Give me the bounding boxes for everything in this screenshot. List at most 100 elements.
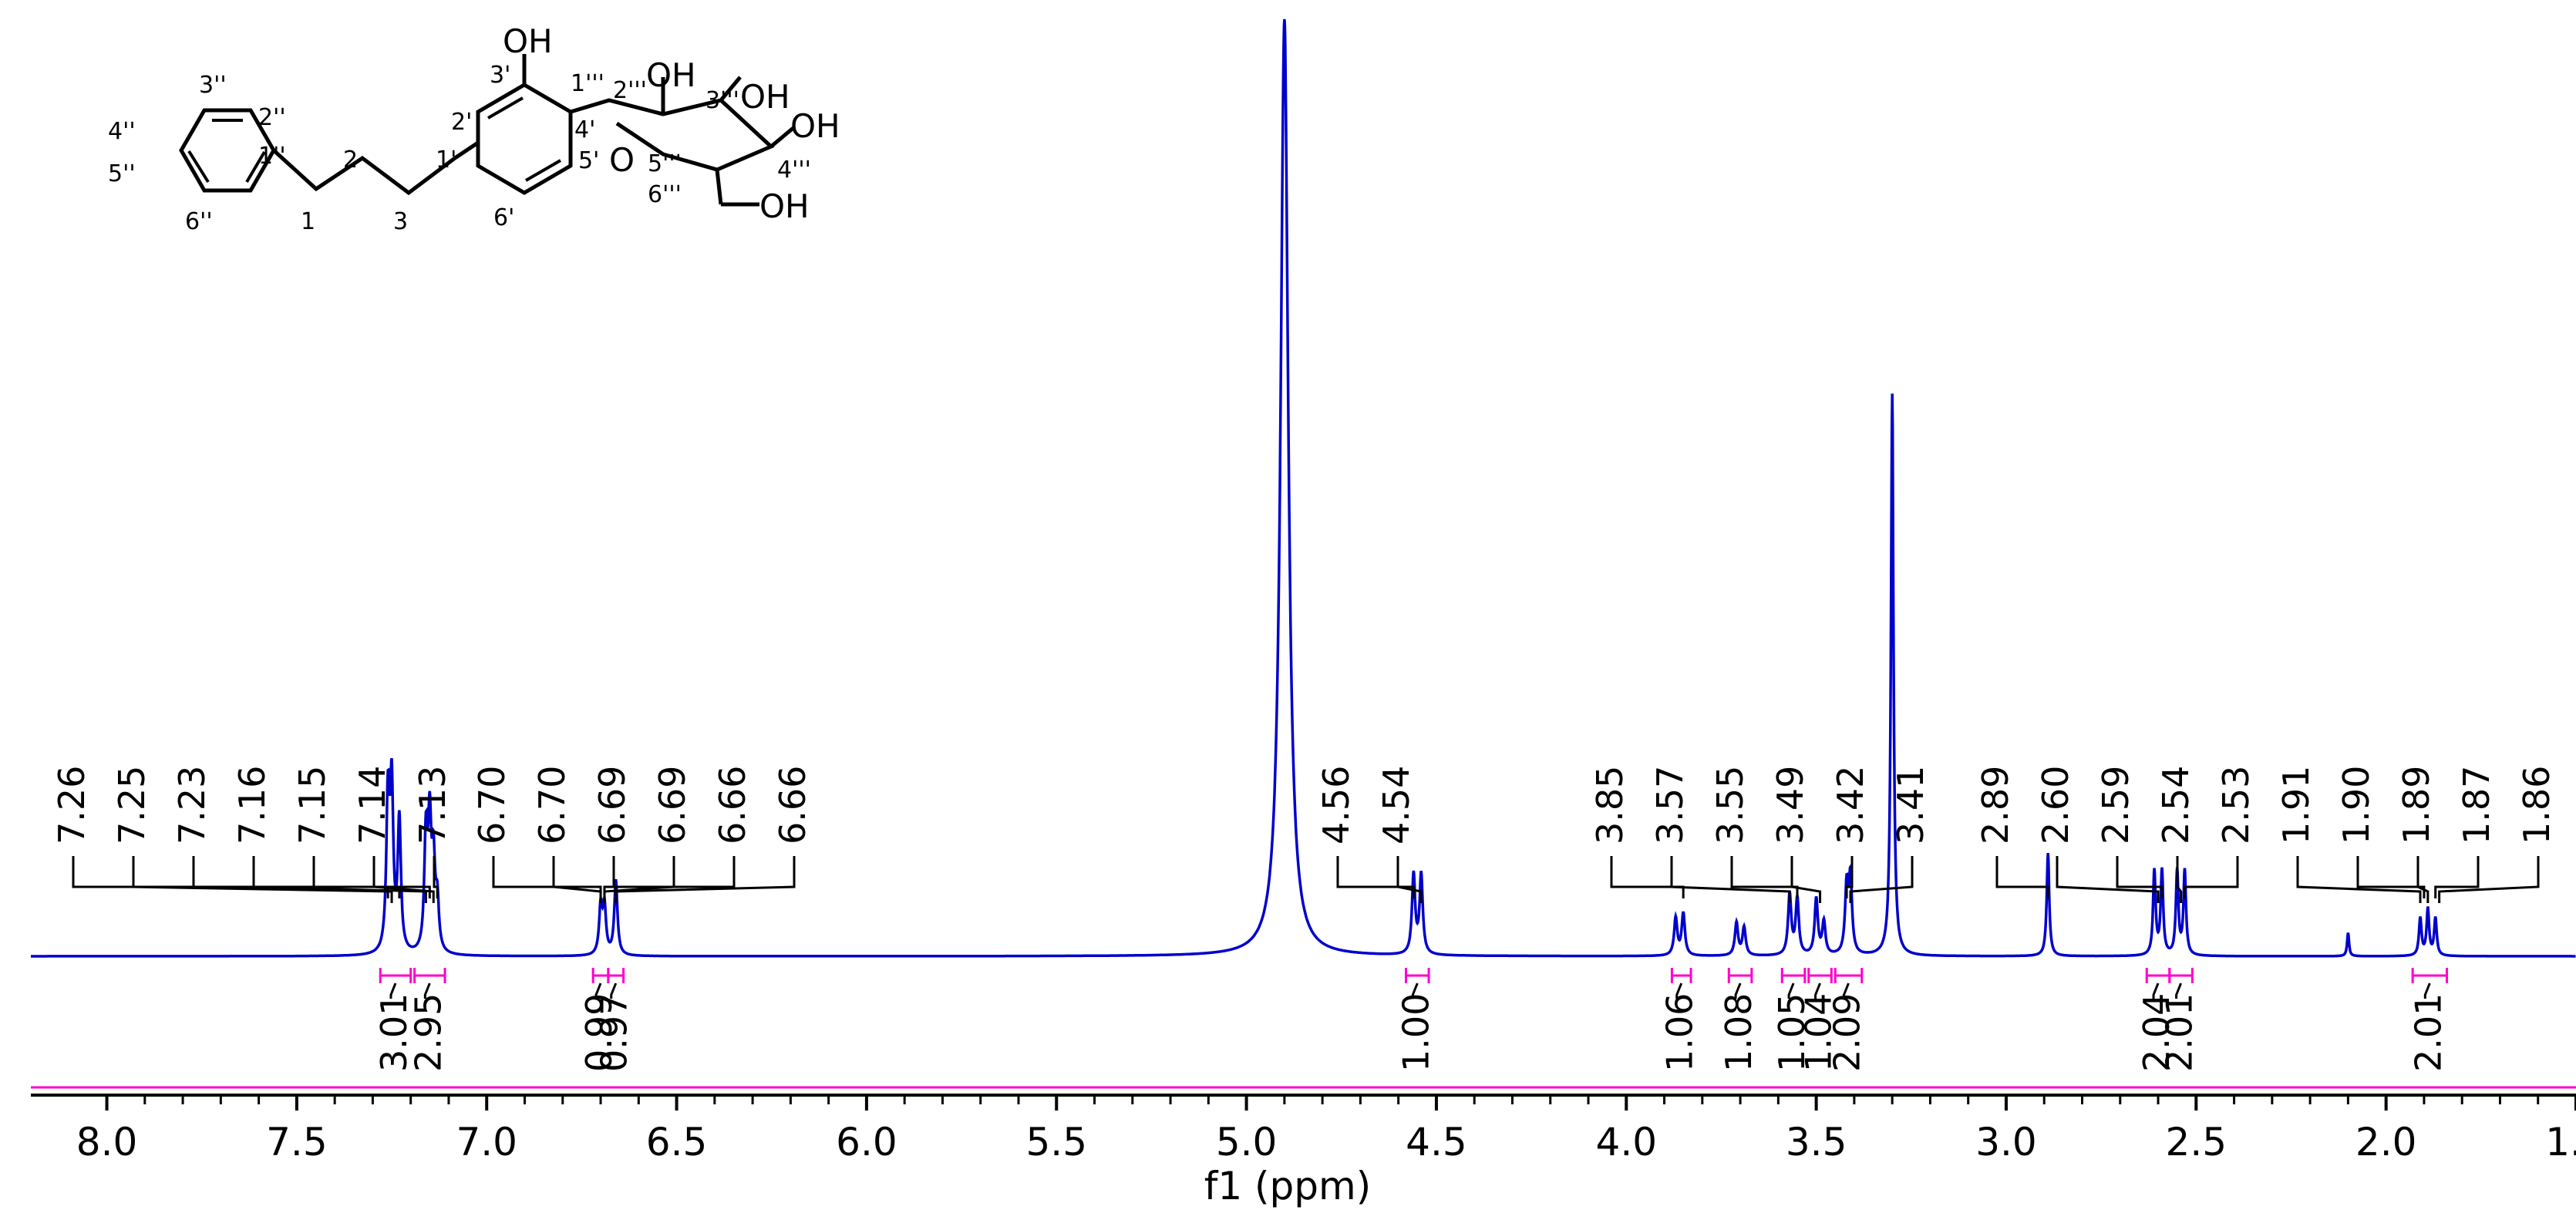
integral-label: 2.09 [1827, 993, 1868, 1072]
peak-label-leader [2416, 856, 2430, 903]
integral-leader [610, 982, 618, 999]
integral-label: 2.01 [2407, 993, 2449, 1072]
integral-label: 2.95 [407, 993, 449, 1072]
peak-label: 7.15 [291, 766, 333, 844]
x-tick-label: 7.5 [266, 1120, 328, 1164]
x-tick-label: 4.0 [1596, 1120, 1658, 1164]
atom-label: 3 [393, 208, 408, 235]
peak-label: 1.91 [2275, 766, 2317, 844]
integral-leader [423, 982, 431, 999]
integral-leader [594, 982, 602, 999]
peak-label: 6.69 [591, 766, 633, 844]
atom-label: 3' [490, 62, 510, 89]
peak-label-leader [2434, 856, 2480, 898]
peak-label-leader [1610, 856, 1685, 898]
peak-label-leader [132, 856, 393, 903]
atom-label: 5''' [648, 150, 682, 177]
peak-label-leader [1396, 856, 1423, 903]
x-tick-label: 1.5 [2545, 1120, 2576, 1164]
atom-label: 4'' [108, 118, 136, 145]
peak-label: 2.59 [2095, 766, 2137, 844]
integral-label: 2.04 [2136, 993, 2177, 1072]
peak-label-leader [312, 856, 431, 898]
peak-label: 6.66 [772, 766, 813, 844]
peak-label-leader [1336, 856, 1415, 898]
oh-label-3triple: OH [740, 78, 790, 116]
peak-label: 6.70 [531, 766, 573, 844]
peak-label-leader [433, 856, 439, 898]
peak-label: 3.41 [1890, 766, 1931, 844]
x-tick-label: 6.0 [836, 1120, 897, 1164]
atom-label: 6''' [648, 181, 682, 208]
integral-leader [1675, 982, 1683, 999]
atom-label: 2' [451, 109, 472, 136]
glucose-ring [570, 98, 775, 172]
peak-label: 4.56 [1315, 766, 1357, 844]
peak-label: 3.55 [1709, 766, 1751, 844]
peak-label-leader [1845, 856, 1854, 898]
integral-label: 3.01 [373, 993, 415, 1072]
atom-label: 1''' [571, 70, 604, 97]
peak-label: 6.66 [712, 766, 753, 844]
oh-label-3prime: OH [503, 22, 553, 60]
atom-label: 2'' [258, 104, 286, 131]
atom-label: 4''' [777, 157, 811, 184]
peak-label-leader [2438, 856, 2540, 903]
x-tick-label: 2.5 [2166, 1120, 2227, 1164]
peak-label-leader [603, 856, 675, 903]
integral-leader [1734, 982, 1742, 999]
peak-label: 1.90 [2335, 766, 2377, 844]
atom-label: 1'' [258, 143, 286, 170]
atom-label: 3''' [705, 87, 739, 114]
peak-label-leader [2296, 856, 2422, 903]
integral-label: 1.00 [1395, 993, 1436, 1072]
peak-label-leader [615, 856, 796, 903]
peak-label: 2.60 [2035, 766, 2076, 844]
ring-oxygen-label: O [609, 141, 635, 179]
peak-label-leader [1670, 856, 1791, 903]
phenol-ring [476, 83, 573, 195]
peak-label: 3.57 [1649, 766, 1691, 844]
x-tick-label: 6.5 [646, 1120, 708, 1164]
peak-label: 1.89 [2396, 766, 2437, 844]
oh-label-2triple: OH [646, 56, 696, 94]
peak-label-leader [1730, 856, 1799, 898]
atom-label: 3'' [199, 72, 227, 99]
peak-labels: 7.26 7.25 7.23 7.16 7.15 7.14 7.13 6.70 6.70 6.69… [51, 766, 2557, 903]
x-tick-label: 3.0 [1975, 1120, 2037, 1164]
peak-label: 7.13 [412, 766, 453, 844]
peak-label-leader [492, 856, 602, 898]
peak-label-leader [252, 856, 427, 903]
peak-label-leader [2184, 856, 2239, 898]
integral-label: 1.06 [1659, 993, 1701, 1072]
spectrum-line [31, 19, 2576, 958]
peak-label: 7.16 [231, 766, 273, 844]
x-tick-label: 8.0 [76, 1120, 138, 1164]
integral-label: 1.05 [1771, 993, 1813, 1072]
integral-leader [2423, 982, 2431, 999]
peak-label-leader [2176, 856, 2183, 903]
peak-label-leader [552, 856, 602, 903]
peak-label: 6.70 [471, 766, 513, 844]
molecule-structure: OH OH OH OH OH O 3'' 2'' 1'' 4'' 5'' 6''… [108, 22, 840, 235]
peak-label: 4.54 [1376, 766, 1417, 844]
integral-leader [2175, 982, 2182, 999]
x-tick-label: 5.5 [1025, 1120, 1087, 1164]
peak-label: 7.23 [171, 766, 213, 844]
integral-leader [2152, 982, 2160, 999]
peak-label-leader [2056, 856, 2160, 903]
peak-label: 2.53 [2215, 766, 2257, 844]
atom-label: 5' [578, 147, 599, 174]
atom-label: 6'' [185, 208, 213, 235]
peak-label: 2.89 [1975, 766, 2016, 844]
atom-label: 2 [343, 147, 358, 174]
x-axis: 8.0 7.5 7.0 6.5 6.0 5.5 5.0 4.5 4.0 3.5 3.0 2.5 2.0 1… [31, 1094, 2576, 1164]
peak-label: 7.26 [51, 766, 93, 844]
integral-leader [389, 982, 397, 999]
x-tick-label: 2.0 [2355, 1120, 2417, 1164]
integral-label: 2.01 [2159, 993, 2201, 1072]
integral-label: 1.04 [1798, 993, 1840, 1072]
integral-leader [1843, 982, 1850, 999]
x-tick-label: 7.0 [456, 1120, 517, 1164]
peak-label-leader [2116, 856, 2164, 898]
